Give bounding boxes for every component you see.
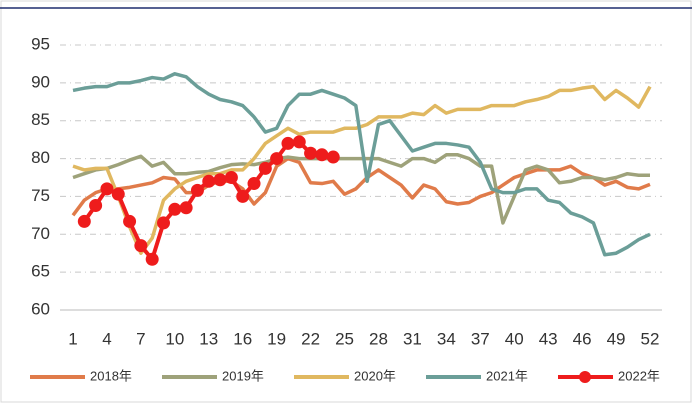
point: [304, 146, 318, 160]
legend-label: 2022年: [618, 368, 660, 383]
point: [145, 252, 159, 266]
legend-label: 2021年: [486, 368, 528, 383]
x-tick-label: 25: [335, 329, 354, 348]
x-tick-label: 16: [233, 329, 252, 348]
series-line: [71, 156, 651, 217]
point: [213, 173, 227, 187]
y-tick-label: 60: [31, 299, 50, 318]
series-line: [72, 153, 650, 225]
x-tick-label: 37: [471, 329, 490, 348]
x-tick-label: 28: [369, 329, 388, 348]
y-tick-label: 80: [31, 148, 50, 167]
point: [89, 199, 103, 213]
x-tick-label: 31: [403, 329, 422, 348]
y-tick-label: 75: [31, 186, 50, 205]
x-tick-label: 1: [68, 329, 77, 348]
point: [168, 202, 182, 216]
series-line: [72, 84, 652, 255]
x-tick-label: 13: [199, 329, 218, 348]
point: [258, 161, 272, 175]
legend-label: 2018年: [90, 368, 132, 383]
x-tick-label: 4: [102, 329, 111, 348]
point: [77, 214, 91, 228]
legend-label: 2019年: [222, 368, 264, 383]
x-tick-label: 49: [607, 329, 626, 348]
point: [224, 171, 238, 184]
legend-marker: [579, 371, 591, 383]
point: [270, 152, 284, 166]
point: [100, 182, 114, 196]
point: [326, 150, 340, 164]
x-tick-label: 34: [437, 329, 456, 348]
point: [111, 187, 125, 201]
x-tick-label: 46: [573, 329, 592, 348]
y-tick-label: 65: [31, 262, 50, 281]
point: [236, 189, 250, 203]
x-tick-label: 52: [641, 329, 660, 348]
point: [179, 201, 193, 215]
point: [292, 135, 306, 149]
x-tick-label: 22: [301, 329, 320, 348]
series-line: [72, 72, 651, 257]
x-tick-label: 7: [136, 329, 145, 348]
legend-label: 2020年: [354, 368, 396, 383]
y-tick-label: 70: [31, 224, 50, 243]
x-tick-label: 43: [539, 329, 558, 348]
x-tick-label: 40: [505, 329, 524, 348]
x-tick-label: 10: [165, 329, 184, 348]
x-tick-label: 19: [267, 329, 286, 348]
point: [123, 214, 137, 228]
point: [281, 136, 295, 150]
y-tick-label: 90: [31, 72, 50, 91]
y-tick-label: 95: [31, 34, 50, 53]
y-tick-label: 85: [31, 110, 50, 129]
point: [157, 216, 171, 230]
point: [190, 183, 204, 197]
point: [202, 174, 216, 188]
point: [247, 177, 261, 191]
point: [315, 148, 329, 162]
point: [134, 239, 148, 253]
